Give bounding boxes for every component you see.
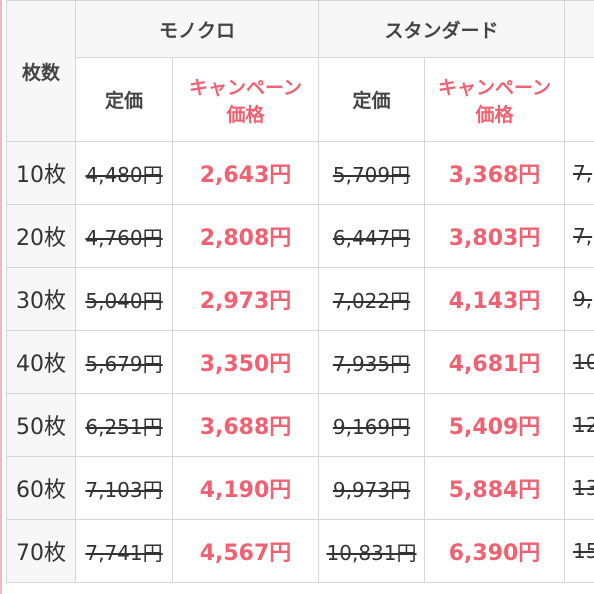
campaign-header-line2: 価格 bbox=[226, 103, 265, 126]
mono-campaign-price: 2,808円 bbox=[171, 204, 320, 268]
regular-price-header-mono: 定価 bbox=[75, 57, 173, 142]
standard-campaign-price: 4,681円 bbox=[424, 330, 566, 394]
next-regular-price: 7, bbox=[564, 141, 594, 205]
standard-campaign-price: 6,390円 bbox=[424, 519, 566, 583]
standard-campaign-price: 5,409円 bbox=[424, 393, 566, 457]
table-row: 60枚 7,103円 4,190円 9,973円 5,884円 13 bbox=[6, 456, 594, 520]
standard-regular-price: 9,973円 bbox=[318, 456, 426, 520]
quantity-cell: 20枚 bbox=[6, 204, 76, 268]
next-regular-price: 10 bbox=[564, 330, 594, 394]
table-row: 20枚 4,760円 2,808円 6,447円 3,803円 7, bbox=[6, 204, 594, 268]
mono-regular-price: 5,040円 bbox=[75, 267, 173, 331]
quantity-cell: 40枚 bbox=[6, 330, 76, 394]
next-regular-price: 15 bbox=[564, 519, 594, 583]
left-accent-line bbox=[0, 0, 2, 594]
standard-regular-price: 10,831円 bbox=[318, 519, 426, 583]
table-row: 10枚 4,480円 2,643円 5,709円 3,368円 7, bbox=[6, 141, 594, 205]
mono-regular-price: 7,741円 bbox=[75, 519, 173, 583]
standard-regular-price: 9,169円 bbox=[318, 393, 426, 457]
standard-campaign-price: 5,884円 bbox=[424, 456, 566, 520]
standard-campaign-price: 3,368円 bbox=[424, 141, 566, 205]
standard-regular-price: 6,447円 bbox=[318, 204, 426, 268]
campaign-price-header-mono: キャンペーン 価格 bbox=[171, 57, 320, 142]
quantity-cell: 30枚 bbox=[6, 267, 76, 331]
quantity-cell: 70枚 bbox=[6, 519, 76, 583]
regular-price-header-standard: 定価 bbox=[318, 57, 426, 142]
next-regular-price: 12 bbox=[564, 393, 594, 457]
mono-campaign-price: 2,643円 bbox=[171, 141, 320, 205]
mono-regular-price: 4,760円 bbox=[75, 204, 173, 268]
standard-regular-price: 7,022円 bbox=[318, 267, 426, 331]
campaign-header-line2: 価格 bbox=[475, 103, 514, 126]
mono-campaign-price: 3,688円 bbox=[171, 393, 320, 457]
group-header-standard: スタンダード bbox=[318, 0, 566, 58]
quantity-cell: 60枚 bbox=[6, 456, 76, 520]
next-regular-price: 13 bbox=[564, 456, 594, 520]
table-row: 40枚 5,679円 3,350円 7,935円 4,681円 10 bbox=[6, 330, 594, 394]
mono-campaign-price: 4,567円 bbox=[171, 519, 320, 583]
mono-regular-price: 6,251円 bbox=[75, 393, 173, 457]
mono-campaign-price: 2,973円 bbox=[171, 267, 320, 331]
standard-regular-price: 5,709円 bbox=[318, 141, 426, 205]
table-row: 30枚 5,040円 2,973円 7,022円 4,143円 9, bbox=[6, 267, 594, 331]
group-header-next bbox=[564, 0, 594, 58]
mono-regular-price: 4,480円 bbox=[75, 141, 173, 205]
campaign-header-line1: キャンペーン bbox=[188, 76, 303, 99]
quantity-header: 枚数 bbox=[6, 0, 76, 142]
mono-regular-price: 5,679円 bbox=[75, 330, 173, 394]
quantity-cell: 10枚 bbox=[6, 141, 76, 205]
mono-regular-price: 7,103円 bbox=[75, 456, 173, 520]
next-regular-price: 7, bbox=[564, 204, 594, 268]
group-header-mono: モノクロ bbox=[74, 0, 320, 58]
quantity-cell: 50枚 bbox=[6, 393, 76, 457]
table-row: 70枚 7,741円 4,567円 10,831円 6,390円 15 bbox=[6, 519, 594, 583]
next-regular-price: 9, bbox=[564, 267, 594, 331]
mono-campaign-price: 3,350円 bbox=[171, 330, 320, 394]
price-table: 枚数 モノクロ スタンダード 定価 キャンペーン 価格 定価 キャンペーン 価格 bbox=[6, 0, 594, 583]
mono-campaign-price: 4,190円 bbox=[171, 456, 320, 520]
table-row: 50枚 6,251円 3,688円 9,169円 5,409円 12 bbox=[6, 393, 594, 457]
campaign-header-line1: キャンペーン bbox=[437, 76, 552, 99]
standard-regular-price: 7,935円 bbox=[318, 330, 426, 394]
standard-campaign-price: 4,143円 bbox=[424, 267, 566, 331]
standard-campaign-price: 3,803円 bbox=[424, 204, 566, 268]
campaign-price-header-standard: キャンペーン 価格 bbox=[424, 57, 566, 142]
regular-price-header-next bbox=[564, 57, 594, 142]
